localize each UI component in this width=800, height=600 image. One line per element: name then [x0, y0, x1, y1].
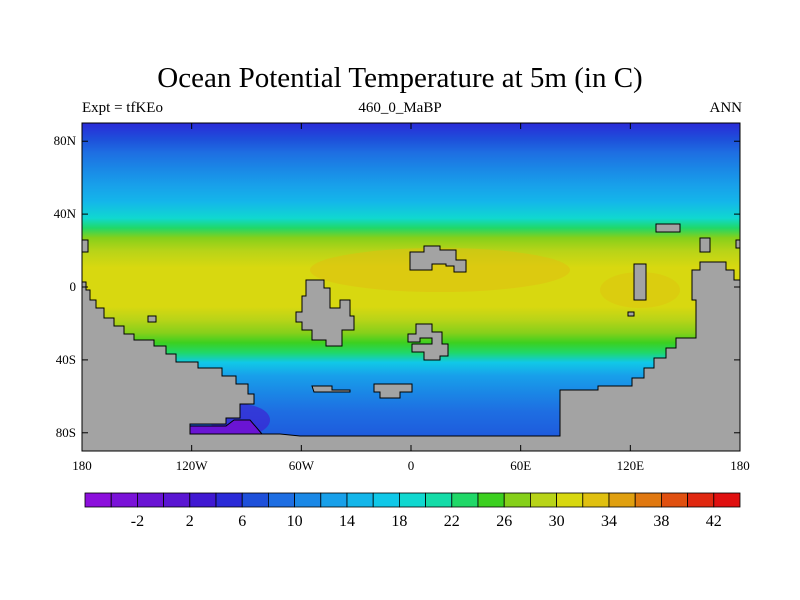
land-masses	[81, 223, 741, 452]
colorbar-box	[608, 492, 636, 508]
experiment-label: Expt = tfKEo	[82, 100, 163, 116]
central-continent	[295, 279, 355, 347]
lon-tick-label: 120E	[617, 458, 645, 473]
colorbar-labels: -2 2 6 10 14 18 22 26 30 34 38 42	[131, 513, 722, 530]
lat-tick-label: 40S	[56, 352, 76, 367]
colorbar-box	[451, 492, 479, 508]
colorbar-box	[294, 492, 322, 508]
island-small	[655, 223, 681, 233]
colorbar-label: 2	[186, 513, 194, 530]
tropical-island	[409, 245, 467, 273]
southern-ring-continent	[407, 323, 449, 361]
island-small	[147, 315, 157, 323]
lon-tick-label: 180	[730, 458, 750, 473]
colorbar-box	[136, 492, 164, 508]
colorbar-box	[84, 492, 112, 508]
lon-tick-label: 60E	[510, 458, 531, 473]
axis-ticks: 80N 40N 0 40S 80S 180 120W 60W 0 60E 120E 180	[54, 123, 750, 473]
colorbar-label: 10	[287, 513, 303, 530]
colorbar-box	[477, 492, 505, 508]
colorbar-box	[687, 492, 715, 508]
island-chain	[311, 385, 351, 393]
colorbar-label: 22	[444, 513, 460, 530]
colorbar-label: 6	[238, 513, 246, 530]
colorbar-box	[110, 492, 138, 508]
colorbar-box	[320, 492, 348, 508]
colorbar-label: 26	[496, 513, 512, 530]
colorbar-box	[189, 492, 217, 508]
colorbar-box	[503, 492, 531, 508]
colorbar-label: -2	[131, 513, 144, 530]
island-small	[627, 311, 635, 317]
colorbar-label: 30	[549, 513, 565, 530]
colorbar-box	[267, 492, 295, 508]
colorbar-box	[215, 492, 243, 508]
colorbar-box	[163, 492, 191, 508]
ice-shelf	[189, 419, 264, 435]
lat-tick-label: 0	[70, 279, 77, 294]
island-small	[633, 263, 647, 301]
lat-tick-label: 80N	[54, 133, 77, 148]
western-continent	[81, 261, 741, 452]
colorbar-label: 14	[339, 513, 355, 530]
colorbar-box	[556, 492, 584, 508]
lat-tick-label: 40N	[54, 206, 77, 221]
colorbar-label: 34	[601, 513, 617, 530]
lon-tick-label: 180	[72, 458, 92, 473]
colorbar-label: 38	[653, 513, 669, 530]
lon-tick-label: 120W	[176, 458, 209, 473]
colorbar-label: 42	[706, 513, 722, 530]
colorbar-box	[425, 492, 453, 508]
island-chain	[373, 383, 413, 399]
lon-tick-label: 60W	[289, 458, 315, 473]
colorbar-box	[582, 492, 610, 508]
colorbar-box	[661, 492, 689, 508]
colorbar-label: 18	[391, 513, 407, 530]
island-small	[699, 237, 711, 253]
colorbar-box	[713, 492, 741, 508]
colorbar-box	[530, 492, 558, 508]
colorbar-box	[398, 492, 426, 508]
lat-tick-label: 80S	[56, 425, 76, 440]
season-label: ANN	[709, 100, 743, 116]
colorbar-box	[372, 492, 400, 508]
warm-pool	[310, 248, 570, 292]
colorbar-box	[346, 492, 374, 508]
lon-tick-label: 0	[408, 458, 415, 473]
time-label: 460_0_MaBP	[358, 100, 442, 116]
plot-title: Ocean Potential Temperature at 5m (in C)	[157, 62, 643, 94]
colorbar-box	[241, 492, 269, 508]
colorbar-box	[634, 492, 662, 508]
colorbar-boxes	[84, 492, 741, 508]
